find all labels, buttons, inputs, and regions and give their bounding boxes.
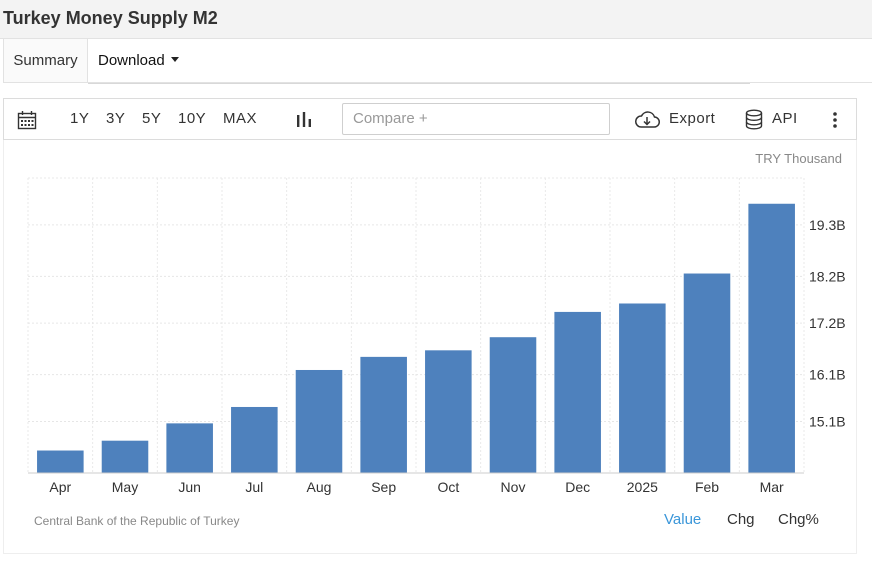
title-bar: Turkey Money Supply M2 xyxy=(0,0,872,39)
bar-2025[interactable] xyxy=(619,303,666,473)
source-label: Central Bank of the Republic of Turkey xyxy=(34,514,240,528)
x-tick-label: 2025 xyxy=(627,479,658,495)
more-options-icon[interactable] xyxy=(832,111,838,129)
x-tick-label: Feb xyxy=(695,479,719,495)
tabs-divider xyxy=(88,82,750,84)
bar-May[interactable] xyxy=(101,440,149,473)
export-button[interactable]: Export xyxy=(669,110,716,127)
caret-down-icon xyxy=(170,57,179,62)
mode-chg-button[interactable]: Chg xyxy=(727,511,755,528)
x-tick-label: Sep xyxy=(371,479,396,495)
range-max-button[interactable]: MAX xyxy=(223,110,258,127)
tab-bar: Summary Download xyxy=(3,39,872,83)
cloud-download-icon[interactable] xyxy=(634,111,660,129)
x-tick-label: Jun xyxy=(178,479,201,495)
x-tick-label: Aug xyxy=(307,479,332,495)
api-button[interactable]: API xyxy=(772,110,798,127)
range-10y-button[interactable]: 10Y xyxy=(178,110,207,127)
bar-Feb[interactable] xyxy=(683,273,731,473)
x-tick-label: Mar xyxy=(760,479,784,495)
bar-Sep[interactable] xyxy=(360,356,407,473)
bar-chart: 15.1B 16.1B 17.2B 18.2B 19.3B Apr May Jun Jul Aug… xyxy=(27,177,846,495)
chart-panel: TRY Thousand 15.1B 16.1B 17.2B 18.2B 19.3B Ap… xyxy=(3,140,857,554)
unit-label: TRY Thousand xyxy=(755,151,842,166)
bar-Apr[interactable] xyxy=(37,450,84,473)
x-tick-label: Oct xyxy=(437,479,459,495)
mode-value-button[interactable]: Value xyxy=(664,511,702,528)
tab-download[interactable]: Download xyxy=(98,39,179,83)
calendar-icon[interactable] xyxy=(17,110,37,130)
y-tick-label: 18.2B xyxy=(809,268,846,284)
x-tick-label: Apr xyxy=(49,479,71,495)
x-tick-label: Jul xyxy=(245,479,263,495)
tab-summary[interactable]: Summary xyxy=(3,39,88,83)
bar-chart-icon[interactable] xyxy=(295,111,313,129)
x-tick-label: Nov xyxy=(501,479,526,495)
x-tick-label: Dec xyxy=(565,479,590,495)
tab-download-label: Download xyxy=(98,52,165,69)
range-3y-button[interactable]: 3Y xyxy=(106,110,126,127)
database-icon[interactable] xyxy=(745,109,763,130)
compare-input[interactable]: Compare + xyxy=(342,103,610,135)
bar-Dec[interactable] xyxy=(554,311,601,473)
bar-Nov[interactable] xyxy=(489,337,537,473)
chart-toolbar: 1Y 3Y 5Y 10Y MAX Compare + Export API xyxy=(3,98,857,140)
bar-Mar[interactable] xyxy=(748,203,795,473)
x-tick-label: May xyxy=(112,479,138,495)
y-tick-label: 19.3B xyxy=(809,217,846,233)
page-title: Turkey Money Supply M2 xyxy=(3,8,218,28)
y-tick-label: 16.1B xyxy=(809,367,846,383)
range-5y-button[interactable]: 5Y xyxy=(142,110,162,127)
bar-Jul[interactable] xyxy=(231,406,278,473)
mode-chg-pct-button[interactable]: Chg% xyxy=(778,511,819,528)
range-1y-button[interactable]: 1Y xyxy=(70,110,90,127)
bar-Aug[interactable] xyxy=(295,369,343,473)
y-tick-label: 15.1B xyxy=(809,413,846,429)
y-tick-label: 17.2B xyxy=(809,315,846,331)
bar-Oct[interactable] xyxy=(425,350,472,473)
bar-Jun[interactable] xyxy=(166,423,213,473)
